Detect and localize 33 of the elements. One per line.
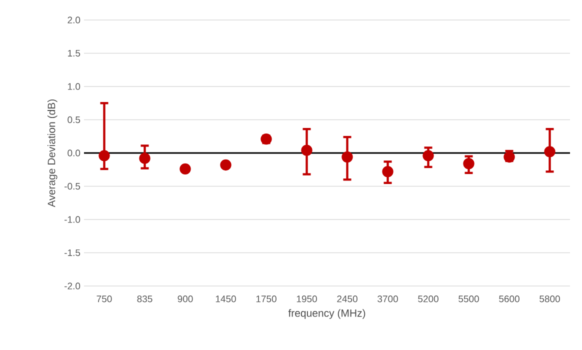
y-tick-label: 0.5 [68, 116, 80, 124]
x-tick-label: 1450 [216, 296, 236, 302]
x-tick-label: 1750 [256, 296, 276, 302]
point [98, 150, 110, 162]
y-tick-label: -0.5 [64, 182, 80, 190]
x-tick-label: 2450 [337, 296, 358, 302]
point [544, 146, 556, 158]
x-tick-label: 835 [137, 296, 152, 302]
x-axis-title: frequency (MHz) [288, 309, 366, 319]
x-tick-label: 1950 [296, 296, 317, 302]
y-tick-label: -1.5 [64, 249, 80, 256]
point [139, 152, 150, 164]
x-tick-label: 3700 [378, 296, 398, 302]
point [422, 150, 434, 162]
y-tick-label: 0.0 [68, 150, 80, 156]
x-tick-label: 5800 [540, 296, 560, 302]
y-tick-label: -2.0 [64, 282, 80, 290]
point [180, 163, 191, 175]
y-axis-title: Average Deviation (dB) [47, 99, 58, 208]
y-tick-label: 1.5 [68, 50, 80, 57]
y-tick-label: 2.0 [68, 16, 80, 24]
point [342, 151, 353, 163]
x-tick-label: 5200 [418, 296, 438, 302]
x-tick-label: 5600 [499, 296, 520, 302]
point [301, 144, 312, 156]
point [463, 158, 474, 170]
point [382, 166, 394, 178]
y-tick-label: -1.0 [64, 216, 80, 223]
x-tick-label: 5500 [458, 296, 479, 302]
y-tick-label: 1.0 [68, 83, 80, 90]
x-tick-label: 900 [178, 296, 193, 302]
x-tick-label: 750 [96, 296, 112, 302]
point [220, 159, 232, 171]
